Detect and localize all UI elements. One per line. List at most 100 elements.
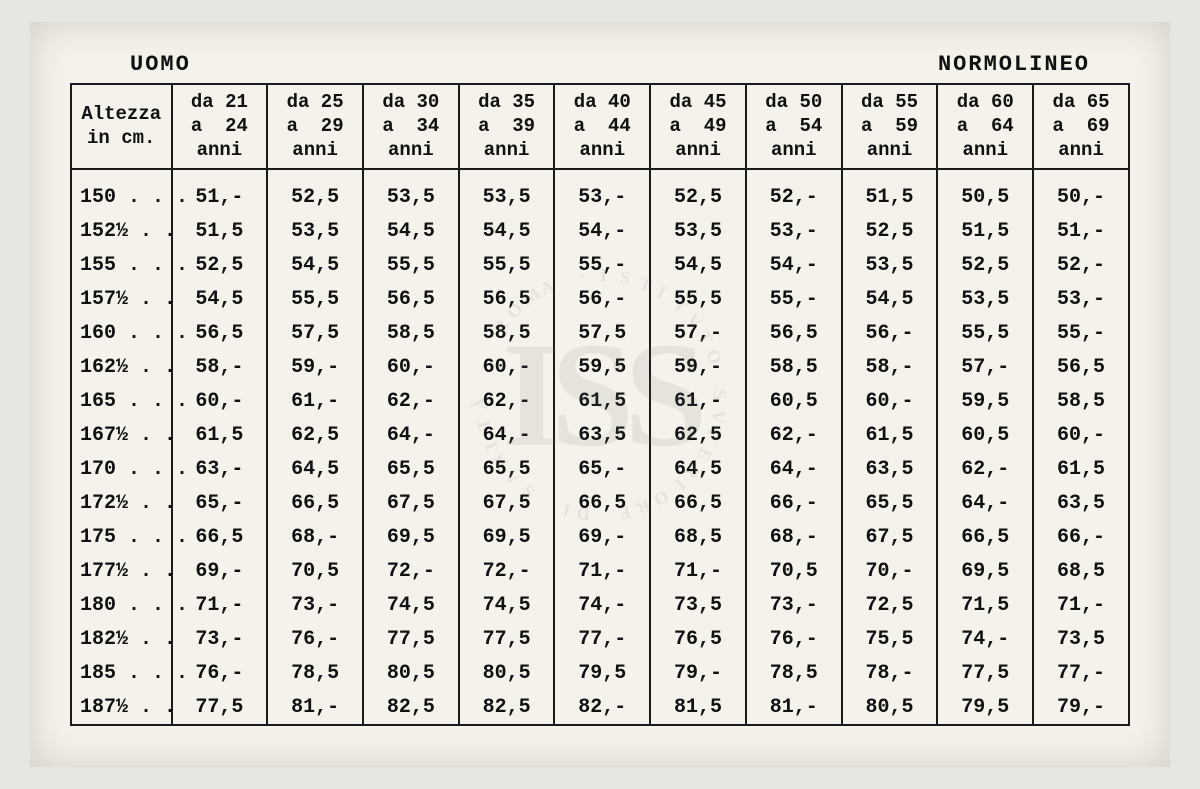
table-row: 180 . . .71,-73,-74,574,574,-73,573,-72,… — [71, 588, 1129, 622]
value-cell: 73,- — [172, 622, 268, 656]
value-cell: 61,5 — [554, 384, 650, 418]
document-page: UOMO NORMOLINEO Altezza in cm. da 21 a 2… — [30, 22, 1170, 767]
height-cell: 180 . . . — [71, 588, 172, 622]
height-cell: 185 . . . — [71, 656, 172, 690]
value-cell: 57,- — [650, 316, 746, 350]
header-height-label: Altezza in cm. — [76, 103, 167, 151]
value-cell: 54,5 — [650, 248, 746, 282]
value-cell: 72,5 — [842, 588, 938, 622]
height-cell: 157½ . . — [71, 282, 172, 316]
value-cell: 58,- — [842, 350, 938, 384]
value-cell: 61,5 — [172, 418, 268, 452]
value-cell: 64,- — [746, 452, 842, 486]
value-cell: 56,- — [554, 282, 650, 316]
value-cell: 71,- — [554, 554, 650, 588]
value-cell: 53,5 — [267, 214, 363, 248]
value-cell: 62,5 — [267, 418, 363, 452]
value-cell: 69,5 — [363, 520, 459, 554]
header-age-1: da 25 a 29 anni — [267, 84, 363, 169]
value-cell: 55,- — [1033, 316, 1129, 350]
value-cell: 67,5 — [842, 520, 938, 554]
header-age-9: da 65 a 69 anni — [1033, 84, 1129, 169]
height-cell: 162½ . . — [71, 350, 172, 384]
value-cell: 62,- — [746, 418, 842, 452]
value-cell: 70,5 — [746, 554, 842, 588]
height-cell: 170 . . . — [71, 452, 172, 486]
value-cell: 76,- — [746, 622, 842, 656]
value-cell: 59,- — [267, 350, 363, 384]
height-cell: 152½ . . — [71, 214, 172, 248]
value-cell: 54,- — [746, 248, 842, 282]
header-age-8: da 60 a 64 anni — [937, 84, 1033, 169]
value-cell: 73,5 — [1033, 622, 1129, 656]
value-cell: 78,5 — [267, 656, 363, 690]
value-cell: 82,- — [554, 690, 650, 725]
value-cell: 62,- — [937, 452, 1033, 486]
value-cell: 66,5 — [937, 520, 1033, 554]
value-cell: 77,5 — [172, 690, 268, 725]
value-cell: 72,- — [363, 554, 459, 588]
value-cell: 51,5 — [937, 214, 1033, 248]
value-cell: 61,5 — [1033, 452, 1129, 486]
value-cell: 66,- — [746, 486, 842, 520]
value-cell: 60,5 — [746, 384, 842, 418]
value-cell: 57,5 — [554, 316, 650, 350]
value-cell: 54,5 — [172, 282, 268, 316]
table-row: 182½ . .73,-76,-77,577,577,-76,576,-75,5… — [71, 622, 1129, 656]
value-cell: 53,5 — [650, 214, 746, 248]
value-cell: 60,- — [1033, 418, 1129, 452]
value-cell: 74,- — [937, 622, 1033, 656]
value-cell: 74,5 — [459, 588, 555, 622]
value-cell: 80,5 — [842, 690, 938, 725]
value-cell: 67,5 — [459, 486, 555, 520]
value-cell: 53,- — [554, 180, 650, 214]
value-cell: 55,5 — [937, 316, 1033, 350]
table-row: 157½ . .54,555,556,556,556,-55,555,-54,5… — [71, 282, 1129, 316]
value-cell: 74,5 — [363, 588, 459, 622]
value-cell: 77,- — [1033, 656, 1129, 690]
value-cell: 57,5 — [267, 316, 363, 350]
value-cell: 77,5 — [937, 656, 1033, 690]
height-cell: 182½ . . — [71, 622, 172, 656]
value-cell: 54,5 — [267, 248, 363, 282]
value-cell: 78,- — [842, 656, 938, 690]
value-cell: 73,5 — [650, 588, 746, 622]
value-cell: 75,5 — [842, 622, 938, 656]
value-cell: 66,- — [1033, 520, 1129, 554]
value-cell: 52,5 — [650, 180, 746, 214]
value-cell: 66,5 — [650, 486, 746, 520]
height-cell: 155 . . . — [71, 248, 172, 282]
value-cell: 58,5 — [1033, 384, 1129, 418]
value-cell: 54,5 — [363, 214, 459, 248]
table-body: 150 . . .51,-52,553,553,553,-52,552,-51,… — [71, 169, 1129, 725]
height-cell: 167½ . . — [71, 418, 172, 452]
value-cell: 68,- — [267, 520, 363, 554]
value-cell: 63,5 — [1033, 486, 1129, 520]
table-row: 152½ . .51,553,554,554,554,-53,553,-52,5… — [71, 214, 1129, 248]
value-cell: 64,- — [937, 486, 1033, 520]
value-cell: 54,- — [554, 214, 650, 248]
value-cell: 60,- — [842, 384, 938, 418]
table-row: 177½ . .69,-70,572,-72,-71,-71,-70,570,-… — [71, 554, 1129, 588]
value-cell: 55,5 — [459, 248, 555, 282]
value-cell: 68,5 — [1033, 554, 1129, 588]
value-cell: 56,5 — [1033, 350, 1129, 384]
value-cell: 82,5 — [363, 690, 459, 725]
value-cell: 64,- — [363, 418, 459, 452]
height-cell: 175 . . . — [71, 520, 172, 554]
value-cell: 54,5 — [459, 214, 555, 248]
value-cell: 62,- — [459, 384, 555, 418]
value-cell: 62,- — [363, 384, 459, 418]
height-cell: 177½ . . — [71, 554, 172, 588]
value-cell: 69,5 — [937, 554, 1033, 588]
value-cell: 77,- — [554, 622, 650, 656]
title-left: UOMO — [130, 52, 191, 77]
value-cell: 60,- — [459, 350, 555, 384]
header-age-3: da 35 a 39 anni — [459, 84, 555, 169]
table-row: 170 . . .63,-64,565,565,565,-64,564,-63,… — [71, 452, 1129, 486]
value-cell: 70,- — [842, 554, 938, 588]
header-age-6: da 50 a 54 anni — [746, 84, 842, 169]
value-cell: 79,- — [1033, 690, 1129, 725]
value-cell: 73,- — [267, 588, 363, 622]
value-cell: 69,5 — [459, 520, 555, 554]
